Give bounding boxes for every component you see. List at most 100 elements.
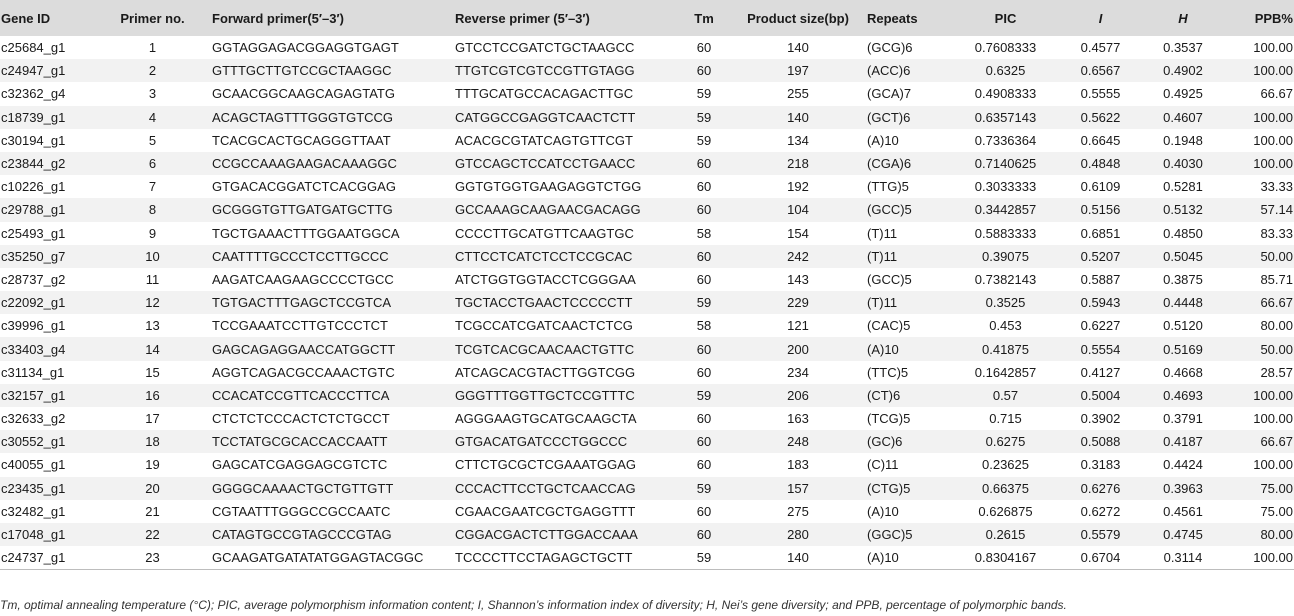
- cell-reverse-primer: TTTGCATGCCACAGACTTGC: [455, 86, 634, 102]
- table-row: c23844_g2 6 CCGCCAAAGAAGACAAAGGC GTCCAGCTCC…: [0, 151, 1294, 176]
- table-row: c23435_g1 20 GGGGCAAAACTGCTGTTGTT CCCACTTCC…: [0, 476, 1294, 500]
- cell-repeats: (GCT)6: [867, 109, 911, 125]
- header-i: I: [1098, 10, 1103, 26]
- cell-gene-id: c29788_g1: [1, 202, 66, 218]
- cell-ppb: 28.57: [1260, 364, 1293, 380]
- cell-h: 0.4030: [1163, 156, 1203, 172]
- cell-gene-id: c17048_g1: [1, 527, 66, 543]
- cell-reverse-primer: GGGTTTGGTTGCTCCGTTTC: [455, 387, 635, 403]
- cell-forward-primer: CAATTTTGCCCTCCTTGCCC: [212, 248, 389, 264]
- cell-product-size: 192: [787, 179, 809, 195]
- cell-forward-primer: TCACGCACTGCAGGGTTAAT: [212, 132, 391, 148]
- cell-tm: 59: [696, 480, 712, 496]
- cell-product-size: 157: [787, 480, 809, 496]
- cell-ppb: 100.00: [1253, 109, 1293, 125]
- cell-i: 0.6109: [1080, 179, 1121, 195]
- cell-reverse-primer: ATCAGCACGTACTTGGTCGG: [455, 364, 636, 380]
- cell-h: 0.4925: [1163, 86, 1203, 102]
- table-row: c24737_g1 23 GCAAGATGATATATGGAGTACGGC TCCCC…: [0, 546, 1294, 570]
- cell-product-size: 163: [787, 411, 809, 427]
- cell-forward-primer: CGTAATTTGGGCCGCCAATC: [212, 503, 391, 519]
- cell-tm: 60: [696, 179, 712, 195]
- cell-reverse-primer: CCCACTTCCTGCTCAACCAG: [455, 480, 636, 496]
- cell-h: 0.5132: [1163, 202, 1203, 218]
- cell-reverse-primer: CTTCTGCGCTCGAAATGGAG: [455, 457, 637, 473]
- cell-ppb: 50.00: [1260, 248, 1293, 264]
- cell-primer-no: 14: [145, 341, 160, 357]
- cell-pic: 0.7140625: [974, 156, 1037, 172]
- cell-reverse-primer: TTGTCGTCGTCCGTTGTAGG: [455, 63, 635, 79]
- cell-i: 0.3902: [1080, 411, 1121, 427]
- cell-repeats: (ACC)6: [867, 63, 911, 79]
- cell-reverse-primer: ACACGCGTATCAGTGTTCGT: [455, 132, 633, 148]
- cell-primer-no: 11: [145, 271, 160, 287]
- cell-gene-id: c32633_g2: [1, 411, 66, 427]
- cell-ppb: 66.67: [1260, 434, 1293, 450]
- cell-tm: 60: [696, 411, 712, 427]
- cell-tm: 60: [696, 457, 712, 473]
- cell-i: 0.6272: [1080, 503, 1121, 519]
- cell-pic: 0.7608333: [974, 40, 1037, 56]
- cell-pic: 0.715: [989, 411, 1022, 427]
- cell-forward-primer: GGTAGGAGACGGAGGTGAGT: [212, 40, 399, 56]
- cell-tm: 60: [696, 40, 712, 56]
- cell-tm: 59: [696, 295, 712, 311]
- cell-gene-id: c25684_g1: [1, 40, 66, 56]
- cell-pic: 0.23625: [982, 457, 1029, 473]
- cell-forward-primer: GCAAGATGATATATGGAGTACGGC: [212, 549, 424, 565]
- cell-primer-no: 5: [148, 132, 157, 148]
- cell-repeats: (GCG)6: [867, 40, 913, 56]
- header-pic: PIC: [994, 10, 1017, 26]
- cell-repeats: (GC)6: [867, 434, 903, 450]
- cell-repeats: (A)10: [867, 503, 899, 519]
- cell-tm: 59: [696, 86, 712, 102]
- cell-gene-id: c28737_g2: [1, 271, 66, 287]
- cell-primer-no: 15: [145, 364, 160, 380]
- cell-gene-id: c24737_g1: [1, 549, 66, 565]
- cell-tm: 60: [696, 503, 712, 519]
- table-row: c29788_g1 8 GCGGGTGTTGATGATGCTTG GCCAAAGCAA…: [0, 198, 1294, 222]
- cell-product-size: 140: [787, 40, 809, 56]
- table-row: c32157_g1 16 CCACATCCGTTCACCCTTCA GGGTTTGGT…: [0, 383, 1294, 407]
- cell-product-size: 206: [787, 387, 809, 403]
- cell-gene-id: c32482_g1: [1, 503, 66, 519]
- cell-h: 0.3114: [1163, 549, 1203, 565]
- cell-primer-no: 20: [145, 480, 160, 496]
- cell-gene-id: c33403_g4: [1, 341, 66, 357]
- cell-gene-id: c39996_g1: [1, 318, 66, 334]
- cell-i: 0.6567: [1080, 63, 1121, 79]
- cell-i: 0.5156: [1080, 202, 1121, 218]
- cell-forward-primer: CCGCCAAAGAAGACAAAGGC: [212, 156, 397, 172]
- cell-reverse-primer: TCGTCACGCAACAACTGTTC: [455, 341, 635, 357]
- cell-product-size: 280: [787, 527, 809, 543]
- cell-gene-id: c32157_g1: [1, 387, 66, 403]
- cell-gene-id: c30552_g1: [1, 434, 66, 450]
- cell-h: 0.4850: [1163, 225, 1203, 241]
- cell-forward-primer: GCAACGGCAAGCAGAGTATG: [212, 86, 395, 102]
- cell-product-size: 248: [787, 434, 809, 450]
- cell-h: 0.4693: [1163, 387, 1203, 403]
- cell-repeats: (A)10: [867, 132, 899, 148]
- cell-i: 0.5622: [1080, 109, 1121, 125]
- cell-forward-primer: CTCTCTCCCACTCTCTGCCT: [212, 411, 390, 427]
- cell-ppb: 100.00: [1253, 387, 1293, 403]
- table-footnote: Tm, optimal annealing temperature (°C); …: [0, 598, 1067, 612]
- header-gene-id: Gene ID: [1, 10, 51, 26]
- cell-tm: 60: [696, 271, 712, 287]
- cell-pic: 0.6357143: [974, 109, 1037, 125]
- cell-pic: 0.7336364: [974, 132, 1037, 148]
- table-row: c30552_g1 18 TCCTATGCGCACCACCAATT GTGACATGA…: [0, 430, 1294, 454]
- cell-product-size: 134: [787, 132, 809, 148]
- cell-tm: 59: [696, 387, 712, 403]
- cell-ppb: 100.00: [1253, 549, 1293, 565]
- cell-ppb: 75.00: [1260, 503, 1293, 519]
- cell-repeats: (GCC)5: [867, 202, 912, 218]
- cell-i: 0.5554: [1080, 341, 1121, 357]
- cell-forward-primer: GAGCAGAGGAACCATGGCTT: [212, 341, 396, 357]
- cell-h: 0.5045: [1163, 248, 1203, 264]
- header-reverse-primer: Reverse primer (5′–3′): [455, 10, 590, 26]
- cell-i: 0.4577: [1080, 40, 1121, 56]
- cell-h: 0.5169: [1163, 341, 1203, 357]
- cell-pic: 0.626875: [978, 503, 1033, 519]
